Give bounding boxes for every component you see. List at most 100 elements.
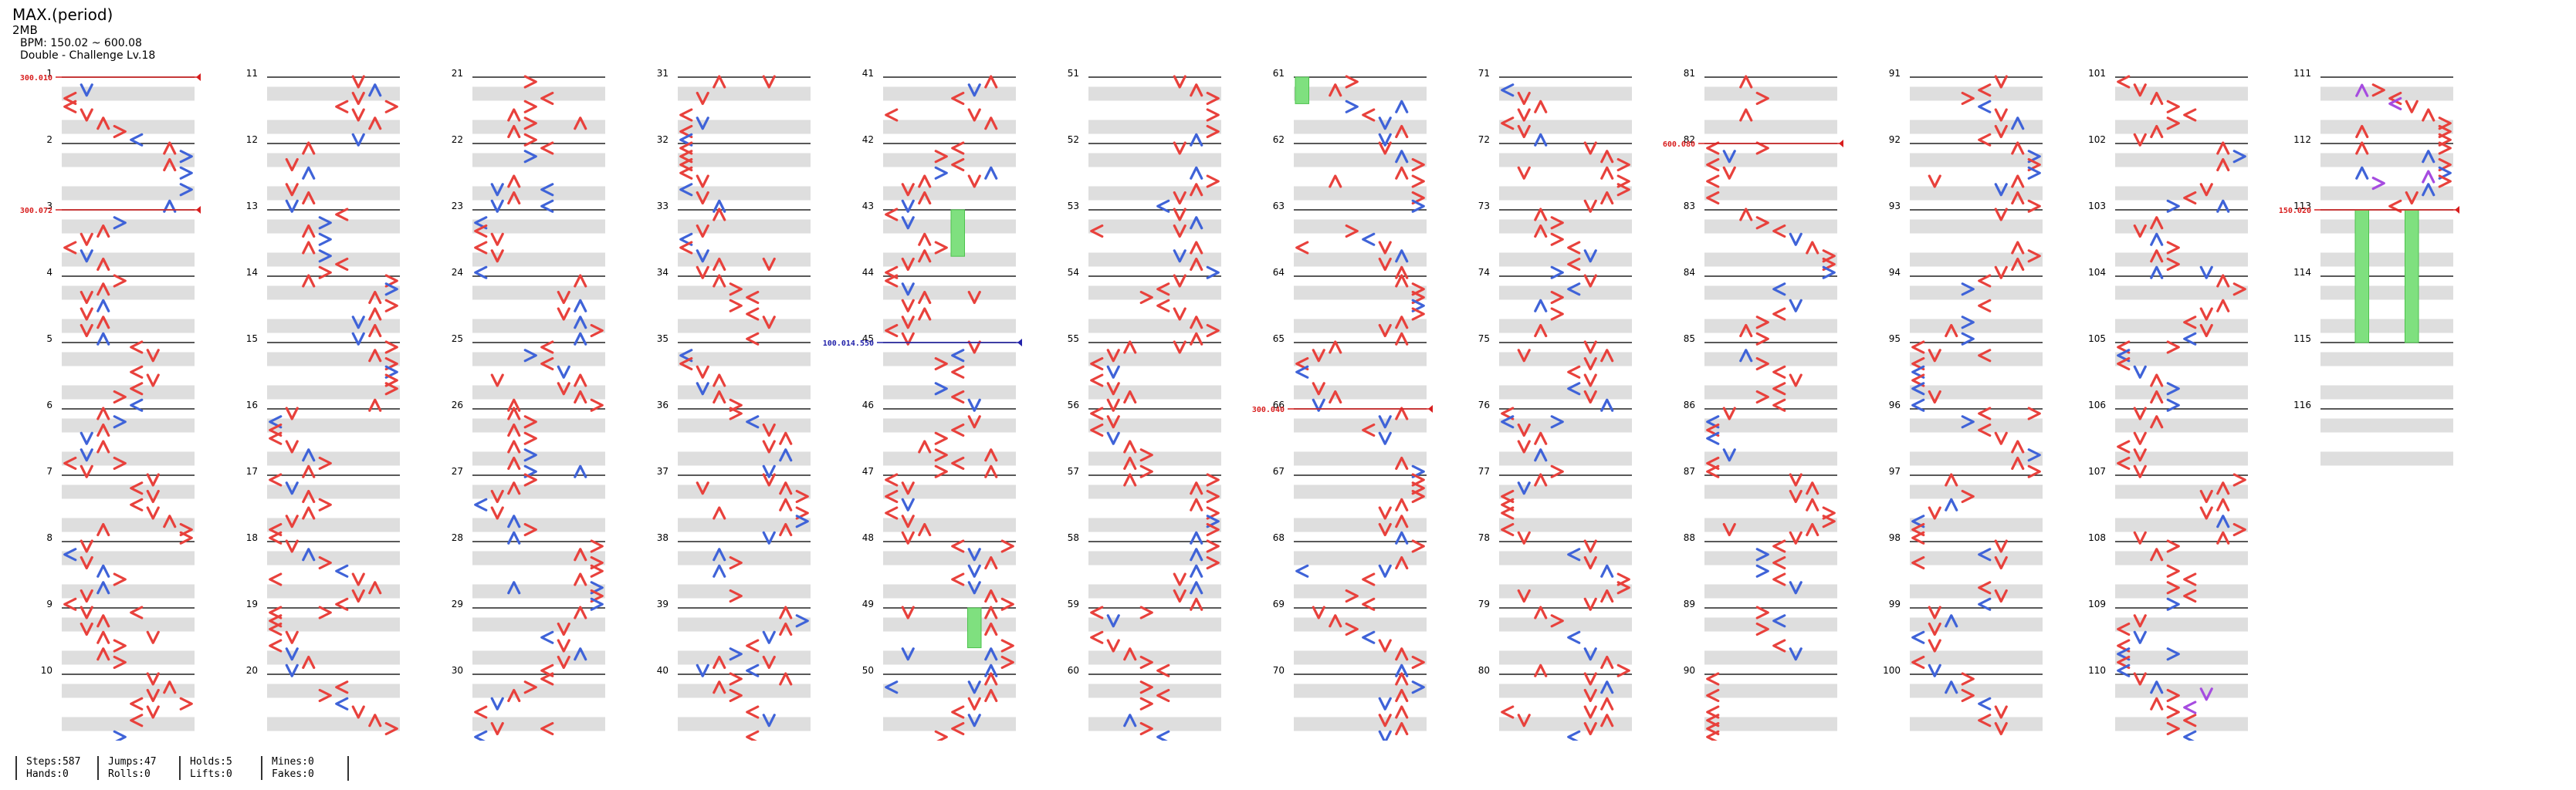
- step-arrow: [2371, 177, 2385, 191]
- beat-band: [1294, 418, 1427, 433]
- step-arrow: [1378, 564, 1392, 578]
- beat-band: [1499, 285, 1632, 300]
- step-arrow: [507, 515, 521, 528]
- measure-number: 8: [46, 532, 52, 543]
- step-arrow: [984, 75, 998, 89]
- step-arrow: [713, 373, 726, 387]
- beat-band: [2115, 120, 2248, 134]
- step-arrow: [779, 522, 793, 537]
- measure-number: 54: [1068, 267, 1079, 278]
- beat-band: [472, 650, 605, 665]
- step-arrow: [1772, 307, 1786, 321]
- measure-number: 100: [1883, 665, 1901, 676]
- beat-band: [1088, 650, 1221, 665]
- step-arrow: [1395, 721, 1409, 736]
- measure-number: 18: [246, 532, 258, 543]
- measure: 26: [452, 400, 605, 466]
- step-arrow: [1961, 489, 1975, 504]
- step-arrow: [1600, 589, 1614, 603]
- step-arrow: [967, 174, 981, 188]
- measure-number: 39: [657, 599, 669, 609]
- step-arrow: [113, 639, 127, 653]
- step-arrow: [2422, 170, 2436, 184]
- beat-band: [2115, 684, 2248, 698]
- step-arrow: [1090, 224, 1104, 238]
- step-arrow: [762, 75, 776, 89]
- step-arrow: [934, 356, 948, 371]
- measure-number: 45: [862, 333, 874, 344]
- measure-number: 106: [2088, 400, 2106, 410]
- step-arrow: [1583, 721, 1597, 736]
- bpm-value: 300.040: [1252, 406, 1285, 414]
- beat-band: [1294, 484, 1427, 499]
- step-arrow: [1583, 356, 1597, 371]
- beat-band: [472, 153, 605, 167]
- beat-band: [62, 186, 195, 201]
- step-arrow: [1706, 157, 1720, 172]
- step-arrow: [557, 307, 570, 321]
- step-arrow: [2166, 688, 2180, 703]
- step-arrow: [967, 398, 981, 412]
- beat-band: [678, 717, 811, 731]
- beat-band: [1294, 86, 1427, 101]
- step-arrow: [574, 299, 587, 312]
- step-arrow: [901, 481, 915, 495]
- step-arrow: [1411, 307, 1425, 321]
- step-arrow: [113, 216, 127, 230]
- measure: 11: [246, 68, 400, 134]
- step-arrow: [1411, 199, 1425, 213]
- measure: 6: [46, 400, 195, 466]
- step-arrow: [1600, 714, 1614, 728]
- step-arrow: [80, 83, 93, 97]
- beat-band: [472, 120, 605, 134]
- step-arrow: [1994, 75, 2008, 89]
- step-arrow: [713, 564, 726, 578]
- step-arrow: [80, 464, 93, 478]
- measure: 89: [1684, 599, 1837, 665]
- step-arrow: [951, 365, 965, 379]
- step-arrow: [1156, 730, 1170, 741]
- step-arrow: [80, 249, 93, 263]
- step-arrow: [1772, 555, 1786, 570]
- step-arrow: [1173, 141, 1186, 155]
- step-arrow: [984, 672, 998, 686]
- beat-band: [1499, 518, 1632, 532]
- step-arrow: [1755, 564, 1769, 578]
- measure-number: 95: [1889, 333, 1901, 344]
- measure-number: 63: [1273, 201, 1285, 211]
- step-arrow: [285, 440, 299, 454]
- step-arrow: [918, 440, 932, 454]
- step-arrow: [574, 316, 587, 329]
- step-arrow: [1911, 630, 1925, 644]
- measure-number: 56: [1068, 400, 1079, 410]
- measure: 8: [46, 532, 195, 599]
- beat-band: [472, 186, 605, 201]
- step-arrow: [130, 714, 144, 728]
- step-arrow: [1395, 515, 1409, 528]
- step-arrow: [269, 639, 283, 653]
- step-arrow: [1911, 655, 1925, 670]
- step-arrow: [130, 365, 144, 379]
- step-arrow: [1706, 191, 1720, 205]
- step-arrow: [885, 274, 899, 288]
- measure-number: 26: [452, 400, 463, 410]
- step-arrow: [1978, 83, 1992, 97]
- step-arrow: [1706, 672, 1720, 686]
- beat-band: [2320, 153, 2453, 167]
- measure-number: 16: [246, 400, 258, 410]
- step-arrow: [63, 100, 77, 113]
- step-arrow: [1517, 423, 1531, 437]
- beat-band: [62, 120, 195, 134]
- beat-band: [1499, 584, 1632, 599]
- beat-band: [883, 219, 1016, 234]
- step-arrow: [1395, 249, 1409, 263]
- step-arrow: [779, 448, 793, 462]
- step-arrow: [1395, 316, 1409, 329]
- step-arrow: [269, 622, 283, 636]
- beat-band: [883, 717, 1016, 731]
- step-arrow: [1123, 340, 1137, 354]
- step-arrow: [2183, 191, 2197, 205]
- stat-block-jumps: Jumps:47 Rolls:0: [97, 756, 185, 781]
- step-arrow: [2166, 597, 2180, 611]
- step-arrow: [285, 515, 299, 528]
